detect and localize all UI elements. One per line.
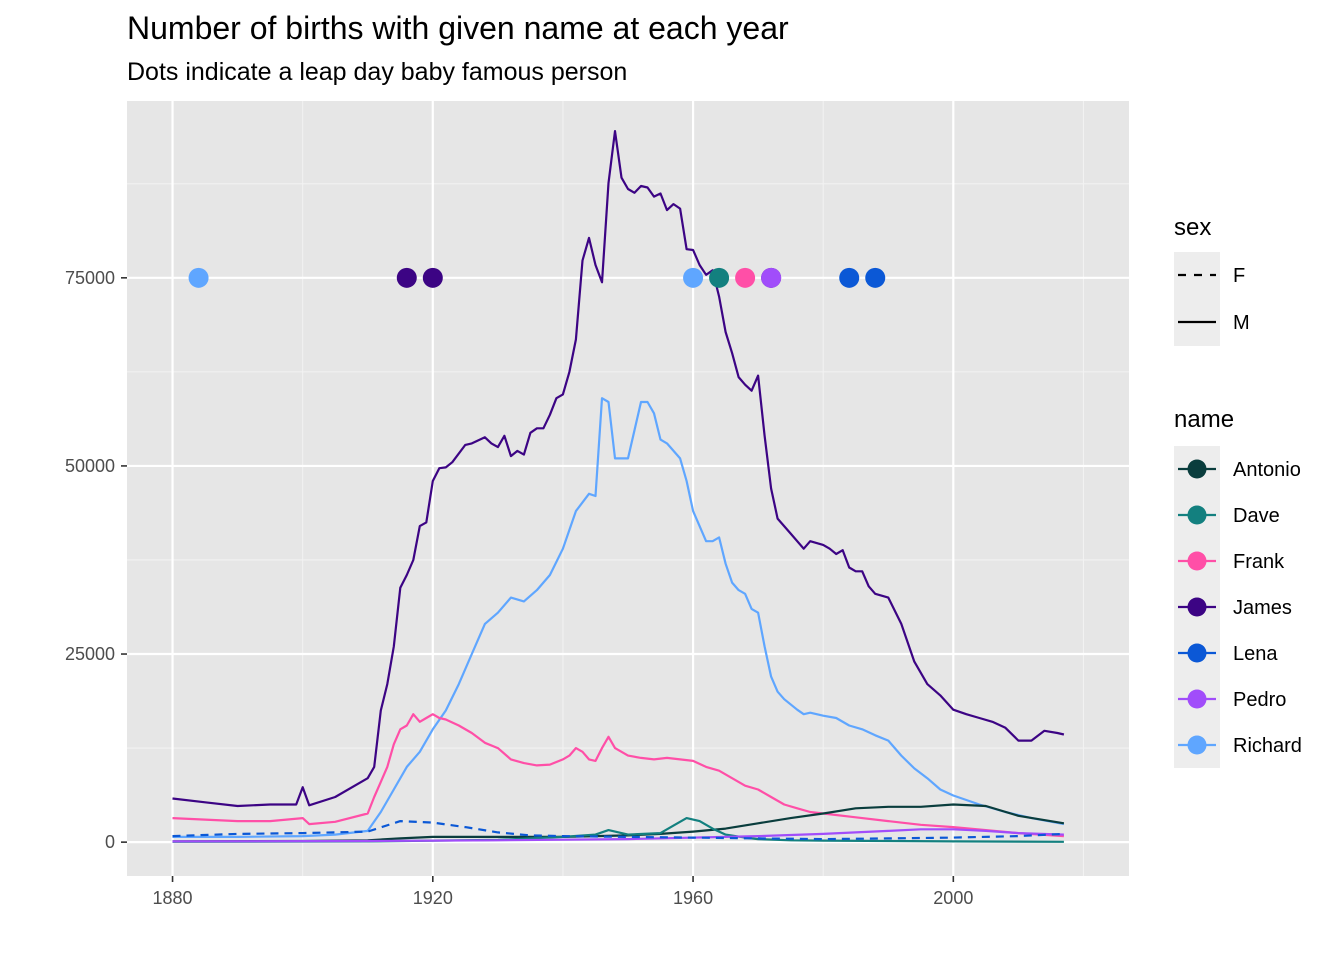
- leapday-dot-richard: [683, 267, 704, 288]
- legend-label-lena: Lena: [1233, 643, 1278, 665]
- y-tick-label: 25000: [65, 644, 115, 664]
- legend-key-dot-pedro: [1187, 689, 1207, 709]
- chart-title: Number of births with given name at each…: [127, 10, 789, 46]
- series-richard-m: [172, 397, 1065, 838]
- grid-minor: [127, 101, 1129, 876]
- legend-label-frank: Frank: [1233, 551, 1285, 573]
- series-lena-f: [172, 820, 1064, 841]
- legend-sex-key-bg: [1174, 252, 1220, 346]
- legend-label-richard: Richard: [1233, 735, 1302, 757]
- legend-key-dot-frank: [1187, 551, 1207, 571]
- legend-sex-title: sex: [1174, 214, 1211, 241]
- legend-name-title: name: [1174, 406, 1234, 433]
- series-pedro-m: [172, 828, 1064, 843]
- y-axis: 0 25000 50000 75000: [65, 268, 127, 852]
- series-antonio-m: [172, 803, 1065, 843]
- legend-sex-f-label: F: [1233, 265, 1245, 287]
- series-james-m: [172, 130, 1065, 808]
- legend-label-james: James: [1233, 597, 1292, 619]
- x-tick-label: 1920: [413, 888, 453, 908]
- legend-key-dot-james: [1187, 597, 1207, 617]
- leapday-dot-james: [422, 267, 443, 288]
- x-tick-label: 1960: [673, 888, 713, 908]
- legend-sex-m-label: M: [1233, 312, 1250, 334]
- y-tick-label: 50000: [65, 456, 115, 476]
- series-layer: [172, 130, 1065, 843]
- legend-key-dot-richard: [1187, 735, 1207, 755]
- x-tick-label: 1880: [153, 888, 193, 908]
- legend-name: name Antonio Dave Frank James Lena Pedro Richa…: [1174, 406, 1302, 768]
- series-frank-m: [172, 713, 1064, 838]
- leapday-dot-lena: [865, 267, 886, 288]
- legend-key-dot-lena: [1187, 643, 1207, 663]
- leapday-dot-frank: [735, 267, 756, 288]
- chart-subtitle: Dots indicate a leap day baby famous per…: [127, 58, 628, 86]
- leapday-dot-pedro: [761, 267, 782, 288]
- leapday-dot-richard: [188, 267, 209, 288]
- points-layer: [188, 267, 886, 288]
- legend-sex: sex F M: [1174, 214, 1250, 346]
- plot-panel: [127, 101, 1129, 876]
- leapday-dot-james: [396, 267, 417, 288]
- legend-label-dave: Dave: [1233, 505, 1280, 527]
- legend-key-dot-dave: [1187, 505, 1207, 525]
- leapday-dot-dave: [709, 267, 730, 288]
- legend-key-dot-antonio: [1187, 459, 1207, 479]
- leapday-dot-lena: [839, 267, 860, 288]
- legend-label-antonio: Antonio: [1233, 459, 1301, 481]
- legend-label-pedro: Pedro: [1233, 689, 1286, 711]
- x-axis: 1880 1920 1960 2000: [153, 876, 973, 908]
- x-tick-label: 2000: [933, 888, 973, 908]
- y-tick-label: 0: [105, 832, 115, 852]
- y-tick-label: 75000: [65, 268, 115, 288]
